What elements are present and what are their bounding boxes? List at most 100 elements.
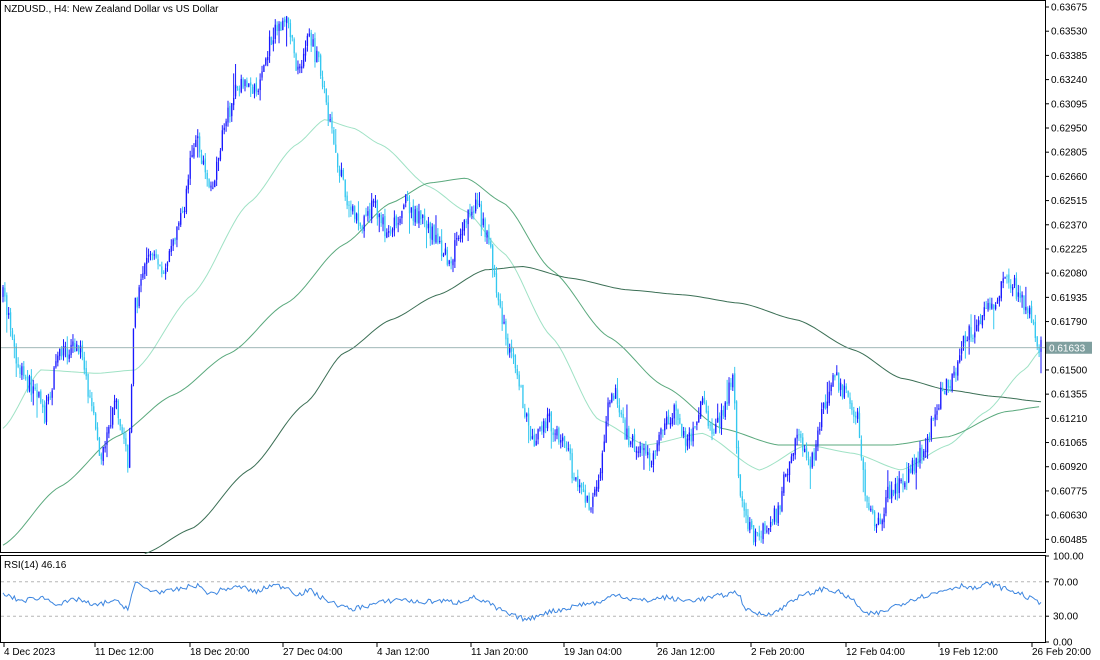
candle: [618, 398, 621, 418]
time-axis-tick-label: 27 Dec 04:00: [283, 647, 343, 658]
candle-body: [839, 382, 842, 390]
candle: [798, 428, 800, 442]
candle: [149, 250, 152, 261]
candle-body: [463, 220, 465, 231]
candle: [225, 118, 227, 132]
candle-body: [887, 486, 889, 499]
candle-body: [605, 421, 607, 443]
candle: [838, 372, 840, 393]
candle-body: [588, 495, 590, 510]
candle-body: [102, 446, 104, 461]
candle: [233, 73, 235, 111]
candle: [866, 495, 868, 509]
candle-body: [91, 398, 93, 407]
candle: [219, 147, 222, 162]
candle: [616, 377, 619, 408]
candle-body: [111, 407, 114, 425]
candle: [845, 383, 847, 394]
candle: [881, 518, 883, 531]
candle-body: [790, 456, 793, 463]
candle: [577, 469, 579, 492]
candle: [579, 479, 581, 494]
candle: [26, 370, 29, 393]
candle: [805, 442, 808, 461]
candle-body: [62, 346, 65, 356]
candle-body: [745, 509, 747, 516]
candle-body: [560, 440, 562, 443]
candle: [250, 77, 252, 98]
candle-body: [815, 443, 817, 460]
candle: [769, 516, 772, 533]
candle-body: [219, 150, 222, 160]
candle: [938, 404, 940, 411]
candle-body: [870, 508, 872, 511]
candle: [397, 216, 399, 233]
candle-body: [471, 211, 473, 216]
candle: [335, 129, 337, 154]
candle-body: [49, 396, 51, 398]
candle-body: [509, 347, 511, 353]
candle-body: [751, 520, 753, 528]
candle-body: [853, 410, 855, 417]
candle: [163, 270, 165, 275]
candle: [841, 384, 844, 400]
candle: [834, 374, 836, 381]
candle: [406, 190, 409, 202]
candle: [911, 457, 914, 475]
candle: [626, 404, 628, 440]
candle: [450, 256, 452, 270]
candle-body: [106, 432, 108, 446]
candle-body: [223, 127, 225, 131]
candle-body: [639, 446, 641, 453]
candle: [635, 446, 638, 460]
time-axis-tick-label: 11 Dec 12:00: [95, 647, 154, 658]
candle: [514, 354, 517, 374]
candle: [630, 440, 632, 448]
candle-body: [529, 426, 532, 440]
candle: [953, 365, 955, 378]
candle: [297, 60, 299, 75]
candle: [684, 427, 687, 453]
candle-body: [412, 205, 414, 221]
candle: [501, 301, 503, 331]
candle-body: [310, 32, 312, 46]
candle: [302, 48, 305, 69]
candle-body: [584, 490, 587, 503]
candle-body: [331, 117, 333, 129]
candle: [276, 21, 278, 36]
candle: [524, 403, 526, 419]
candle: [287, 17, 290, 29]
candle-body: [259, 79, 261, 91]
candle: [722, 405, 725, 420]
candle: [132, 328, 135, 387]
candle: [439, 236, 441, 244]
candle: [947, 379, 950, 393]
time-axis-tick-label: 11 Jan 20:00: [471, 647, 529, 658]
candle-body: [185, 188, 188, 212]
candle: [815, 440, 817, 461]
candle-body: [55, 361, 57, 368]
time-axis-tick-label: 26 Feb 20:00: [1032, 647, 1091, 658]
candle: [70, 339, 72, 359]
candle: [8, 306, 10, 319]
candle-body: [384, 215, 386, 237]
candle: [111, 407, 114, 429]
candle-body: [200, 154, 203, 164]
candle-body: [983, 307, 985, 317]
candle: [408, 195, 411, 234]
candle: [964, 331, 967, 359]
candle: [174, 237, 176, 245]
candle-body: [467, 209, 469, 225]
candle-body: [1011, 286, 1014, 290]
candle: [669, 417, 672, 429]
candle: [11, 327, 14, 341]
candle: [121, 424, 123, 434]
candle: [934, 407, 936, 427]
candle-body: [270, 37, 273, 45]
candle-body: [938, 408, 940, 410]
candle-body: [879, 518, 881, 525]
candle-body: [501, 307, 503, 325]
candle: [1025, 286, 1027, 315]
candle: [155, 249, 157, 259]
candle-body: [684, 430, 687, 446]
